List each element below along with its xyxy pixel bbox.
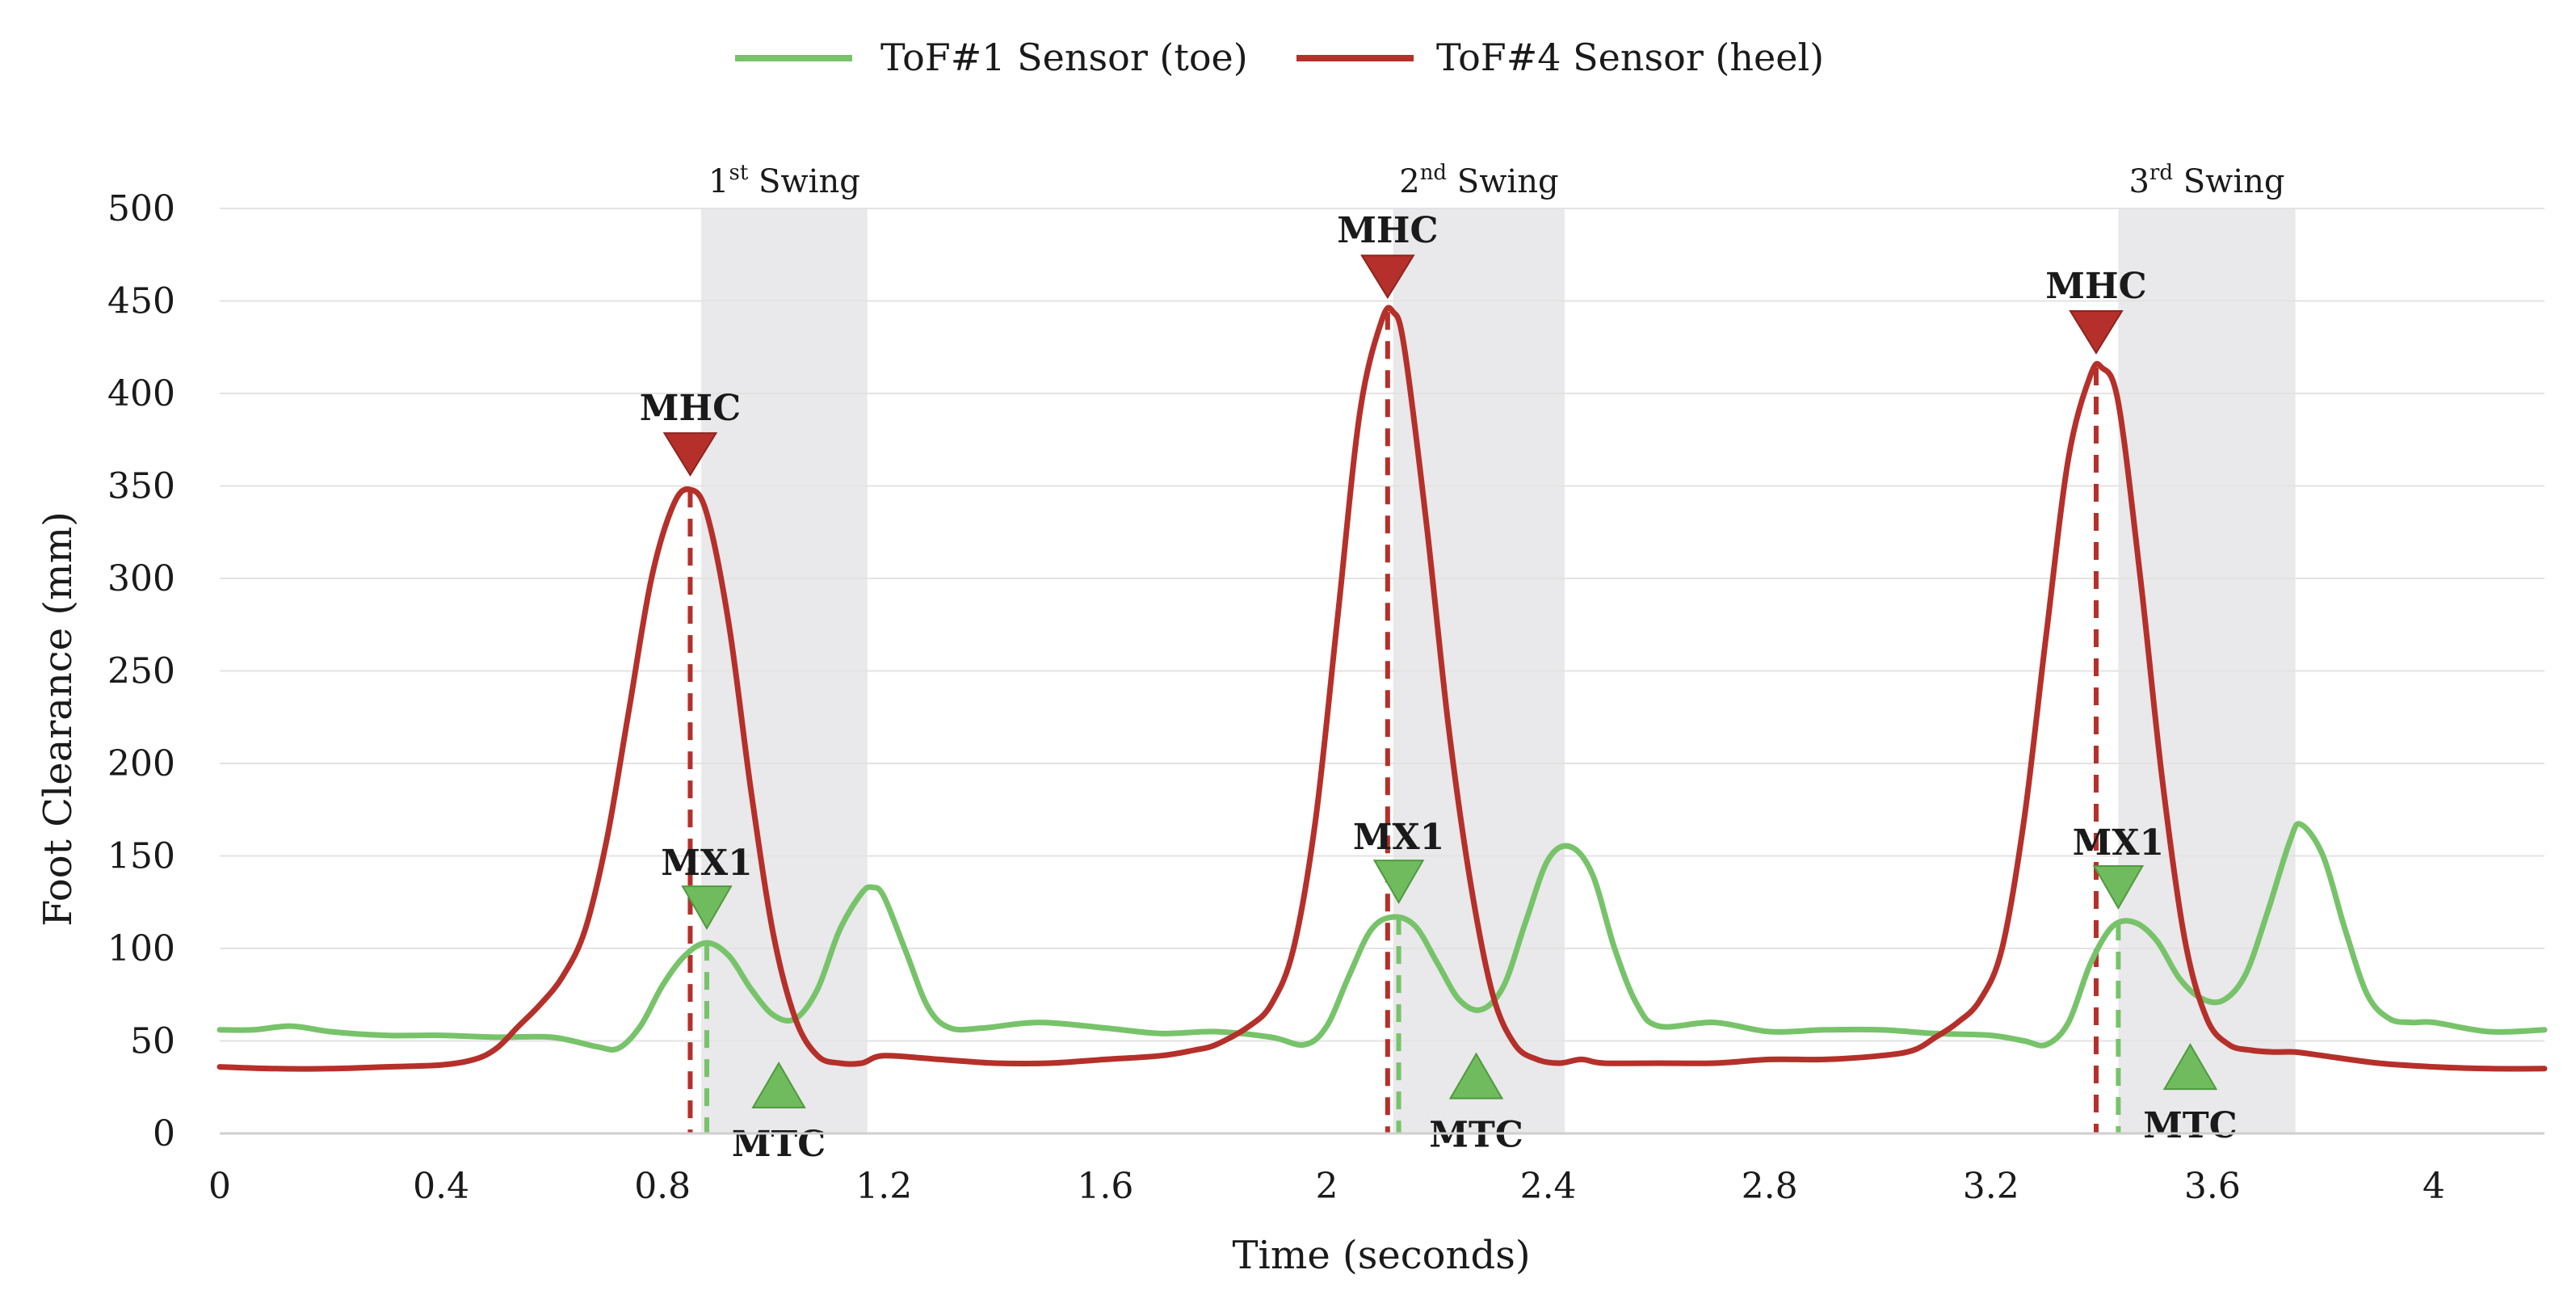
mhc-label-1: MHC: [640, 388, 741, 429]
x-tick-label-0: 0: [208, 1166, 231, 1207]
axes: 0 50 100 150 200 250 300 350 400 450 500 0 0.4 0.8 1.2…: [107, 188, 2544, 1207]
x-tick-label-0.4: 0.4: [413, 1166, 469, 1207]
series-lines: [216, 305, 2548, 1072]
mtc-label-1: MTC: [732, 1124, 826, 1165]
y-tick-label-450: 450: [107, 281, 175, 322]
x-tick-label-2.4: 2.4: [1520, 1166, 1577, 1207]
x-tick-label-1.6: 1.6: [1077, 1166, 1133, 1207]
x-axis-title: Time (seconds): [1232, 1233, 1530, 1278]
mx1-marker-1: [681, 885, 733, 931]
y-tick-label-500: 500: [107, 188, 175, 229]
mtc-label-2: MTC: [1429, 1115, 1523, 1156]
mx1-marker-3: [2092, 864, 2145, 910]
y-tick-label-200: 200: [107, 743, 175, 784]
series-line-toe: [216, 821, 2548, 1053]
gridlines: [220, 208, 2544, 1042]
legend-label-heel: ToF#4 Sensor (heel): [1436, 36, 1824, 79]
swing-label-1: 1st Swing: [708, 161, 860, 200]
x-tick-label-3.2: 3.2: [1963, 1166, 2019, 1207]
mtc-label-3: MTC: [2143, 1105, 2237, 1146]
y-tick-label-400: 400: [107, 373, 175, 414]
x-tick-label-2.8: 2.8: [1742, 1166, 1798, 1207]
y-tick-label-100: 100: [107, 928, 175, 969]
annotation-markers: MHC MHC MHC MX1 MX1 MX1 MTC MTC MTC: [640, 210, 2238, 1165]
x-tick-label-4: 4: [2423, 1166, 2445, 1207]
mx1-label-1: MX1: [661, 843, 752, 884]
mhc-label-3: MHC: [2045, 266, 2146, 307]
mx1-marker-2: [1372, 860, 1425, 905]
mx1-label-3: MX1: [2073, 822, 2164, 864]
mtc-marker-1: [751, 1062, 806, 1109]
y-tick-label-350: 350: [107, 466, 175, 507]
mhc-marker-3: [2069, 309, 2124, 355]
mx1-label-2: MX1: [1353, 817, 1444, 858]
mtc-marker-3: [2162, 1043, 2218, 1091]
legend-label-toe: ToF#1 Sensor (toe): [880, 36, 1248, 79]
y-tick-label-300: 300: [107, 558, 175, 599]
y-tick-label-50: 50: [130, 1021, 175, 1062]
mtc-marker-2: [1448, 1052, 1504, 1099]
y-tick-label-0: 0: [153, 1113, 175, 1154]
x-tick-label-3.6: 3.6: [2184, 1166, 2241, 1207]
x-tick-label-1.2: 1.2: [855, 1166, 912, 1207]
y-tick-label-250: 250: [107, 651, 175, 692]
y-axis-title: Foot Clearance (mm): [36, 511, 81, 927]
annotation-drop-lines: [687, 312, 2121, 1133]
y-tick-label-150: 150: [107, 836, 175, 877]
series-line-heel: [216, 305, 2548, 1072]
legend: ToF#1 Sensor (toe) ToF#4 Sensor (heel): [735, 36, 1824, 79]
mhc-marker-1: [662, 432, 718, 477]
x-tick-label-0.8: 0.8: [634, 1166, 691, 1207]
swing-label-2: 2nd Swing: [1399, 161, 1558, 200]
mhc-label-2: MHC: [1337, 210, 1438, 251]
swing-label-3: 3rd Swing: [2128, 161, 2284, 200]
mhc-marker-2: [1360, 254, 1415, 300]
x-tick-label-2: 2: [1315, 1166, 1338, 1207]
